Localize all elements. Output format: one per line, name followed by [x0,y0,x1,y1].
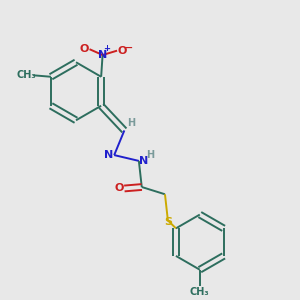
Text: S: S [164,217,172,227]
Text: N: N [98,50,107,60]
Text: CH₃: CH₃ [190,287,210,297]
Text: N: N [104,150,114,160]
Text: O: O [80,44,89,54]
Text: H: H [128,118,136,128]
Text: H: H [146,149,154,160]
Text: CH₃: CH₃ [16,70,36,80]
Text: N: N [140,156,149,166]
Text: O: O [114,184,124,194]
Text: +: + [103,44,110,53]
Text: −: − [123,43,133,53]
Text: O: O [118,46,127,56]
